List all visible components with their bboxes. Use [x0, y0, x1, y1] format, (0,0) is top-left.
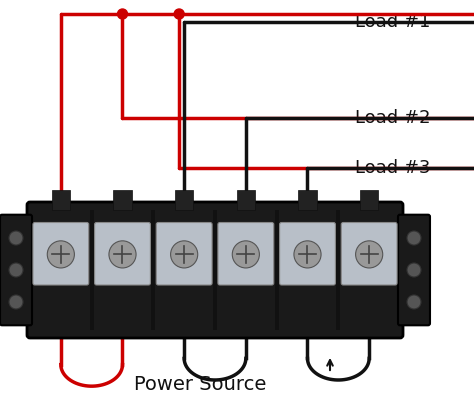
Bar — [213, 210, 217, 330]
Circle shape — [356, 241, 383, 268]
Bar — [274, 210, 279, 330]
Circle shape — [407, 263, 421, 277]
FancyBboxPatch shape — [398, 215, 430, 325]
Circle shape — [9, 295, 23, 309]
FancyBboxPatch shape — [280, 223, 336, 285]
Bar — [360, 190, 378, 210]
Text: Power Source: Power Source — [134, 375, 266, 394]
Circle shape — [407, 295, 421, 309]
Circle shape — [232, 241, 259, 268]
FancyBboxPatch shape — [341, 223, 397, 285]
Text: Load #3: Load #3 — [355, 159, 430, 177]
Circle shape — [47, 241, 74, 268]
Circle shape — [407, 231, 421, 245]
Text: Load #2: Load #2 — [355, 109, 430, 127]
Bar — [175, 190, 193, 210]
Circle shape — [118, 9, 128, 19]
Bar — [113, 190, 132, 210]
FancyBboxPatch shape — [33, 223, 89, 285]
Bar — [337, 210, 340, 330]
FancyBboxPatch shape — [27, 202, 403, 338]
Bar — [237, 190, 255, 210]
Circle shape — [171, 241, 198, 268]
Bar — [151, 210, 155, 330]
Text: Load #1: Load #1 — [355, 13, 430, 31]
Circle shape — [109, 241, 136, 268]
Bar — [52, 190, 70, 210]
FancyBboxPatch shape — [218, 223, 273, 285]
FancyBboxPatch shape — [156, 223, 212, 285]
Circle shape — [9, 263, 23, 277]
Circle shape — [174, 9, 184, 19]
FancyBboxPatch shape — [95, 223, 150, 285]
Bar — [90, 210, 94, 330]
Circle shape — [294, 241, 321, 268]
Circle shape — [9, 231, 23, 245]
FancyBboxPatch shape — [0, 215, 32, 325]
Bar — [298, 190, 317, 210]
